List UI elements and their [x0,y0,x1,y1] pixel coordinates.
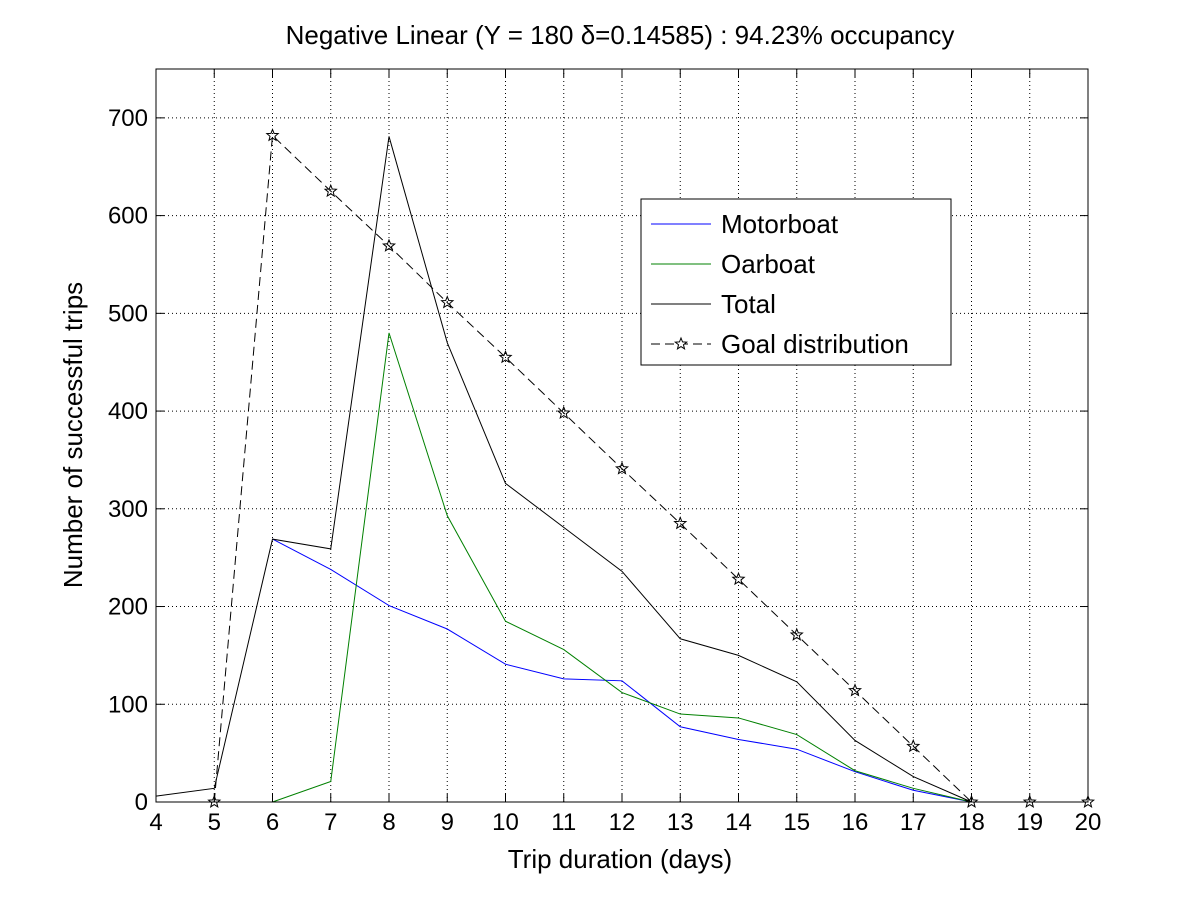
series-point-goal-distribution [614,461,630,475]
x-tick-label: 9 [441,809,454,836]
y-tick-label: 0 [135,789,148,816]
x-tick-label: 8 [382,809,395,836]
series-line-motorboat [272,538,972,803]
legend-label-motorboat: Motorboat [721,209,839,239]
legend-label-goal-distribution: Goal distribution [721,329,909,359]
y-tick-label: 400 [108,398,148,425]
series-point-goal-distribution [265,128,280,142]
series-point-goal-distribution [731,571,746,586]
series-point-goal-distribution [556,405,571,419]
y-tick-label: 100 [108,691,148,718]
series-point-goal-distribution [207,794,222,808]
legend: Motorboat Oarboat Total Goal distribution [640,198,952,366]
x-tick-label: 13 [667,809,694,836]
x-tick-label: 12 [609,809,636,836]
x-tick-label: 10 [492,809,519,836]
x-tick-label: 20 [1075,809,1102,836]
series-line-oarboat [272,332,972,803]
x-tick-label: 16 [842,809,869,836]
series-layer [155,128,1096,808]
series-point-goal-distribution [1080,794,1096,808]
series-point-goal-distribution [906,738,921,753]
y-tick-label: 600 [108,203,148,230]
axis-ticks: 4 5 6 7 8 9 10 11 12 13 14 15 16 17 18 19 20010020030040… [108,69,1101,836]
series-line-total [155,136,972,803]
legend-box [640,198,952,366]
x-tick-label: 7 [324,809,337,836]
y-tick-label: 700 [108,105,148,132]
y-tick-label: 500 [108,300,148,327]
legend-marker-goal-distribution [673,336,689,350]
series-point-goal-distribution [381,238,397,252]
y-tick-label: 300 [108,496,148,523]
series-point-goal-distribution [964,794,979,808]
legend-label-total: Total [721,289,776,319]
series-point-goal-distribution [440,295,455,309]
x-tick-label: 6 [266,809,279,836]
x-axis-label: Trip duration (days) [508,844,732,874]
series-point-goal-distribution [673,516,688,530]
series-point-goal-distribution [498,349,513,364]
x-tick-label: 11 [551,809,576,836]
series-point-goal-distribution [1022,794,1037,808]
series-point-goal-distribution [789,627,804,641]
x-tick-label: 5 [208,809,221,836]
x-tick-label: 14 [725,809,752,836]
y-axis-label: Number of successful trips [58,282,88,588]
series-point-goal-distribution [847,683,863,697]
x-tick-label: 19 [1016,809,1043,836]
legend-label-oarboat: Oarboat [721,249,816,279]
series-point-goal-distribution [323,183,338,198]
x-tick-label: 18 [958,809,985,836]
y-tick-label: 200 [108,594,148,621]
x-tick-label: 4 [149,809,162,836]
series-line-goal-distribution [213,134,1088,803]
x-tick-label: 15 [783,809,810,836]
chart-title: Negative Linear (Y = 180 δ=0.14585) : 94… [286,20,955,50]
x-tick-label: 17 [900,809,927,836]
